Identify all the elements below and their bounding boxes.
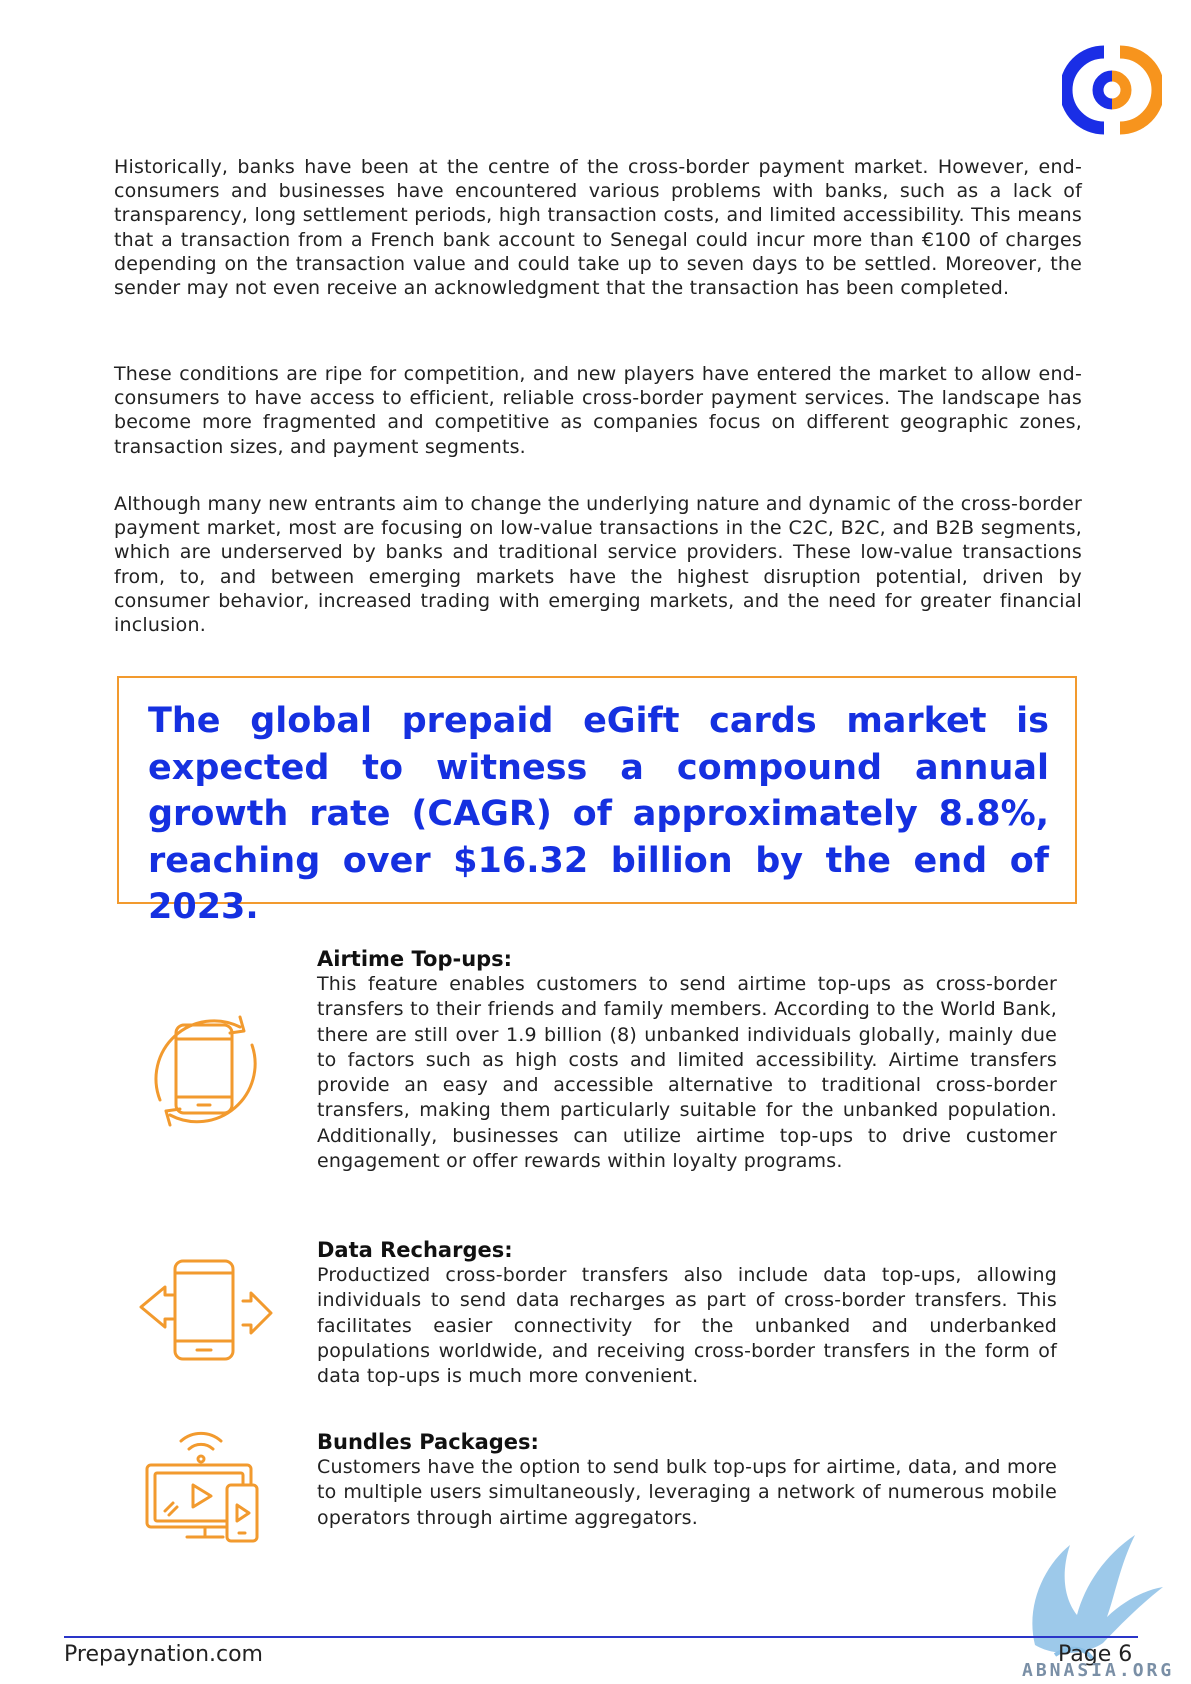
feature-title: Data Recharges: (317, 1238, 513, 1262)
page-number: Page 6 (1058, 1642, 1133, 1667)
feature-bundles-packages: Bundles Packages: Customers have the opt… (317, 1429, 1057, 1531)
feature-airtime-topups: Airtime Top-ups: This feature enables cu… (317, 946, 1057, 1174)
watermark-bird-icon (1032, 1535, 1163, 1662)
feature-body: Customers have the option to send bulk t… (317, 1456, 1057, 1529)
footer-site: Prepaynation.com (64, 1642, 263, 1667)
feature-data-recharges: Data Recharges: Productized cross-border… (317, 1237, 1057, 1389)
phone-transfer-icon (139, 1259, 273, 1361)
phone-refresh-icon (154, 1015, 257, 1127)
feature-title: Airtime Top-ups: (317, 947, 513, 971)
prepaynation-logo (1062, 45, 1162, 135)
intro-paragraph: Historically, banks have been at the cen… (114, 156, 1082, 300)
feature-title: Bundles Packages: (317, 1430, 539, 1454)
callout-box: The global prepaid eGift cards market is… (117, 676, 1077, 927)
feature-body: This feature enables customers to send a… (317, 973, 1057, 1173)
watermark-text: ABNASIA.ORG (1022, 1660, 1175, 1681)
competition-paragraph: These conditions are ripe for competitio… (114, 363, 1082, 458)
callout-text: The global prepaid eGift cards market is… (148, 701, 1049, 927)
footer-divider (64, 1636, 1138, 1638)
entrants-paragraph: Although many new entrants aim to change… (114, 493, 1082, 637)
media-devices-icon (145, 1431, 259, 1543)
feature-body: Productized cross-border transfers also … (317, 1264, 1057, 1388)
